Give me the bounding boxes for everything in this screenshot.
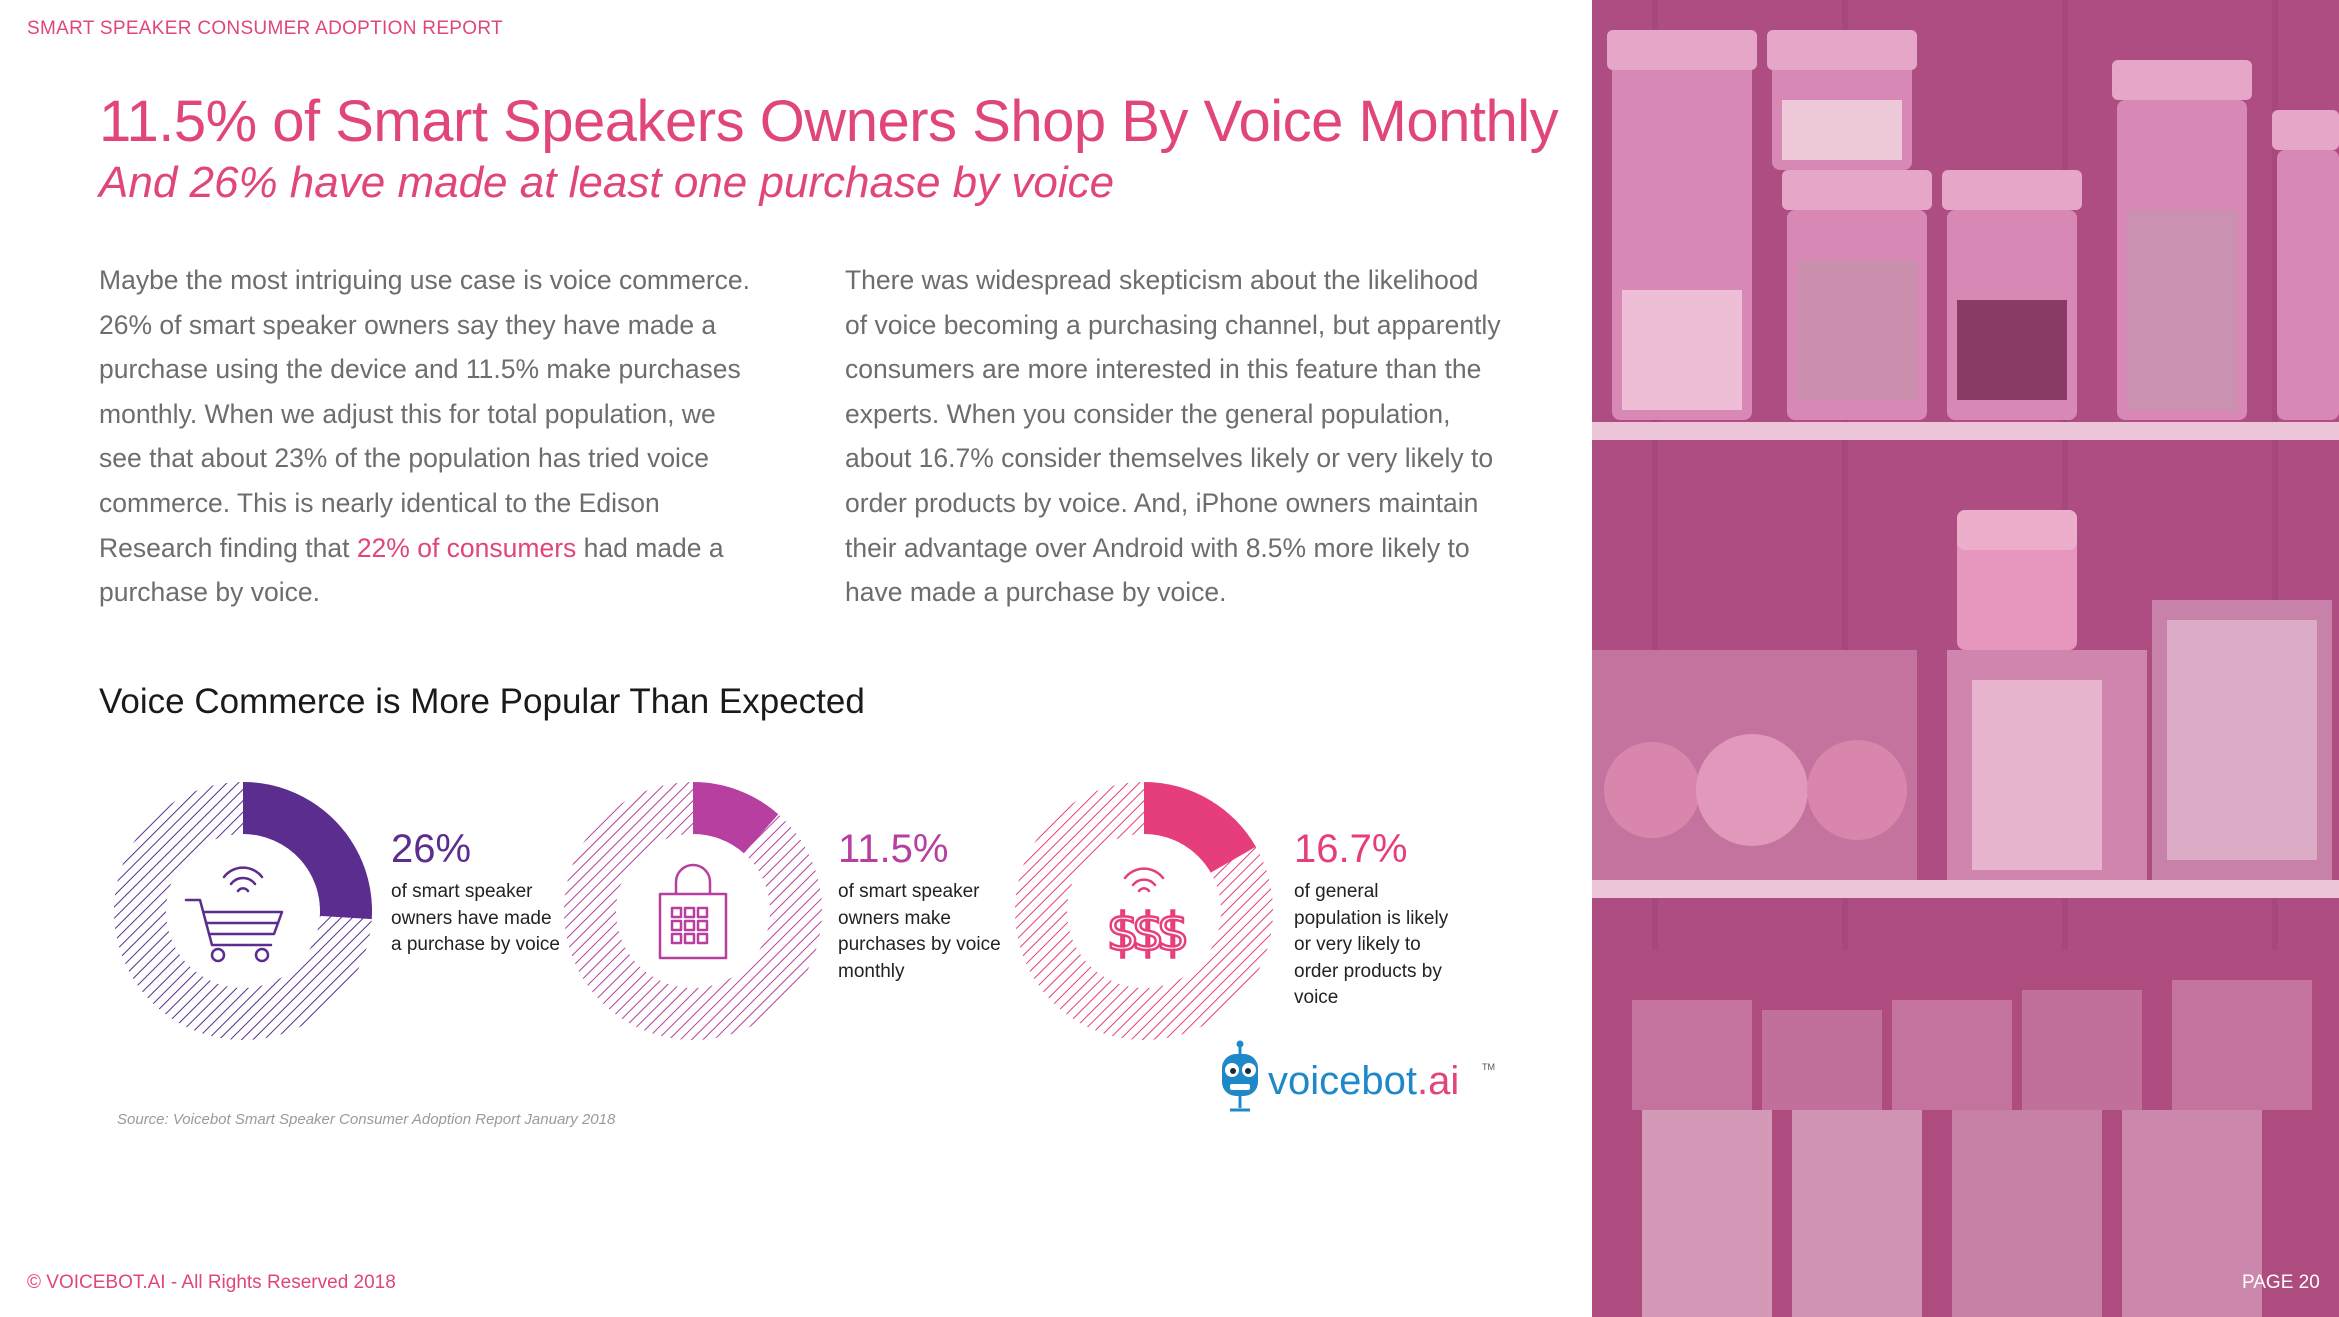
stat-monthly: 11.5% of smart speaker owners make purch… bbox=[838, 825, 1013, 985]
shelf bbox=[1592, 880, 2339, 898]
right-paragraph: There was widespread skepticism about th… bbox=[845, 265, 1501, 608]
shopping-bag-icon bbox=[658, 863, 728, 960]
source-note: Source: Voicebot Smart Speaker Consumer … bbox=[117, 1111, 616, 1128]
shelf bbox=[1592, 422, 2339, 440]
dollar-glyphs: $$$ bbox=[1106, 903, 1185, 963]
stat-description: of smart speaker owners make purchases b… bbox=[838, 881, 1001, 982]
stat-description: of general population is likely or very … bbox=[1294, 881, 1449, 1008]
page-number: PAGE 20 bbox=[2242, 1272, 2320, 1293]
canister-group bbox=[1607, 30, 2339, 420]
dollar-signs-icon: $$$ bbox=[1105, 867, 1195, 964]
donut-segment bbox=[243, 782, 372, 920]
voicebot-logo: voicebot.ai TM bbox=[1222, 1040, 1495, 1112]
left-paragraph-tail: had made a purchase by voice. bbox=[99, 532, 724, 608]
donut-chart-monthly bbox=[564, 782, 822, 1040]
logo-suffix-text: .ai bbox=[1417, 1059, 1459, 1103]
page-subtitle: And 26% have made at least one purchase … bbox=[99, 158, 1115, 207]
donut-chart-likely: $$$ bbox=[1015, 782, 1273, 1040]
left-paragraph: Maybe the most intriguing use case is vo… bbox=[99, 258, 759, 615]
shopping-cart-icon bbox=[184, 866, 284, 963]
stat-value: 16.7% bbox=[1294, 827, 1408, 871]
stat-description: of smart speaker owners have made a purc… bbox=[391, 881, 560, 955]
stat-likely: 16.7% of general population is likely or… bbox=[1294, 825, 1469, 1012]
edison-research-link[interactable]: 22% of consumers bbox=[356, 532, 577, 563]
donut-remainder bbox=[564, 782, 822, 1040]
stat-value: 11.5% bbox=[838, 827, 949, 871]
copyright: © VOICEBOT.AI - All Rights Reserved 2018 bbox=[27, 1272, 396, 1293]
donut-segment bbox=[693, 782, 779, 854]
section-heading: Voice Commerce is More Popular Than Expe… bbox=[99, 682, 865, 721]
stat-value: 26% bbox=[391, 827, 472, 871]
page-title: 11.5% of Smart Speakers Owners Shop By V… bbox=[99, 89, 1559, 154]
wire-baskets bbox=[1592, 510, 2332, 880]
pantry-photo bbox=[1592, 0, 2339, 1317]
left-paragraph-text: Maybe the most intriguing use case is vo… bbox=[99, 265, 750, 563]
food-boxes bbox=[1592, 950, 2339, 1317]
logo-main-text: voicebot bbox=[1268, 1059, 1417, 1103]
donut-chart-purchase bbox=[114, 782, 372, 1040]
logo-trademark: TM bbox=[1482, 1062, 1495, 1072]
report-label: SMART SPEAKER CONSUMER ADOPTION REPORT bbox=[27, 18, 503, 39]
donut-segment bbox=[1144, 782, 1256, 873]
stat-purchase: 26% of smart speaker owners have made a … bbox=[391, 825, 566, 959]
logo-wordmark: voicebot.ai bbox=[1268, 1059, 1459, 1103]
robot-mascot-icon bbox=[1222, 1040, 1258, 1112]
